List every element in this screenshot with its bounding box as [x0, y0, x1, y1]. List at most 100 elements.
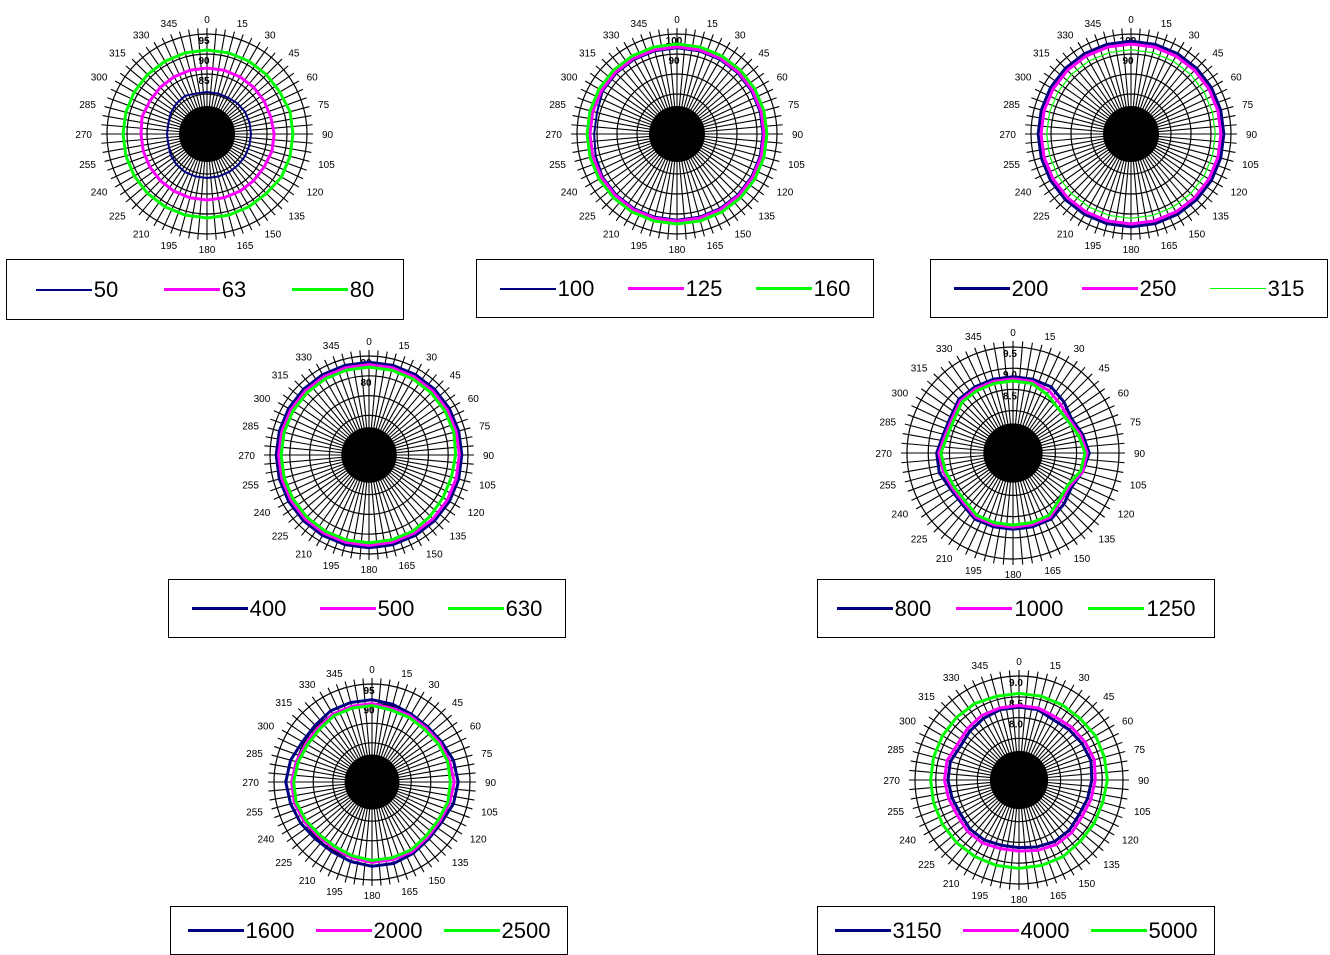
legend-swatch	[499, 287, 556, 290]
angle-label: 270	[883, 776, 900, 787]
angle-label: 300	[561, 73, 578, 84]
legend-swatch	[191, 607, 248, 610]
angle-label: 210	[943, 879, 960, 890]
legend-item: 200	[953, 276, 1048, 302]
angle-label: 210	[295, 550, 312, 561]
angle-label: 330	[133, 30, 150, 41]
legend-label: 1600	[245, 917, 295, 943]
legend-swatch	[1090, 929, 1147, 932]
angle-label: 120	[1118, 510, 1135, 521]
legend-label: 5000	[1148, 917, 1198, 943]
angle-label: 345	[326, 669, 343, 680]
angle-label: 285	[242, 421, 259, 432]
angle-label: 165	[237, 241, 254, 252]
series-line-5000	[929, 691, 1109, 870]
series-line-2500	[292, 704, 452, 862]
angle-label: 195	[972, 891, 989, 902]
angle-label: 60	[1118, 389, 1130, 400]
legend-label: 160	[813, 275, 851, 301]
series-line-400	[274, 360, 464, 550]
legend-label: 315	[1267, 275, 1305, 301]
angle-label: 15	[399, 341, 411, 352]
angle-label: 15	[707, 19, 719, 30]
legend-label: 250	[1139, 275, 1177, 301]
angle-label: 180	[361, 565, 378, 576]
legend-label: 3150	[892, 917, 942, 943]
legend-label: 50	[93, 276, 119, 302]
grid-hub	[983, 423, 1043, 483]
angle-label: 210	[936, 554, 953, 565]
angle-label: 135	[288, 211, 305, 222]
angle-label: 120	[777, 188, 794, 199]
angle-label: 30	[1189, 30, 1201, 41]
angle-label: 75	[788, 100, 800, 111]
angle-label: 330	[603, 30, 620, 41]
angle-label: 210	[603, 230, 620, 241]
angle-label: 240	[257, 835, 274, 846]
radial-tick-label: 8.0	[1009, 720, 1023, 731]
angle-label: 240	[91, 188, 108, 199]
angle-label: 150	[265, 230, 282, 241]
angle-label: 90	[792, 130, 804, 141]
angle-label: 135	[758, 211, 775, 222]
angle-label: 240	[254, 508, 271, 519]
legend-label: 1250	[1146, 595, 1196, 621]
angle-label: 300	[257, 722, 274, 733]
angle-label: 90	[322, 130, 334, 141]
legend-swatch	[163, 288, 220, 291]
angle-label: 345	[631, 19, 648, 30]
angle-label: 120	[1231, 188, 1248, 199]
angle-label: 255	[242, 481, 259, 492]
series-line-1600	[284, 698, 460, 868]
angle-label: 300	[899, 717, 916, 728]
angle-label: 135	[1103, 860, 1120, 871]
angle-label: 60	[470, 722, 482, 733]
angle-label: 0	[204, 15, 210, 26]
radial-tick-label: 95	[198, 36, 210, 47]
angle-label: 75	[318, 100, 330, 111]
series-line-2000	[290, 702, 456, 864]
angle-label: 315	[1033, 49, 1050, 60]
angle-label: 120	[307, 188, 324, 199]
legend-item: 160	[755, 275, 851, 302]
angle-label: 150	[735, 230, 752, 241]
angle-label: 0	[1016, 657, 1022, 668]
radial-tick-label: 90	[198, 56, 210, 67]
angle-label: 255	[246, 807, 263, 818]
angle-label: 105	[1134, 807, 1151, 818]
legend-label: 500	[377, 595, 415, 621]
legend-label: 800	[894, 595, 932, 621]
angle-label: 330	[1057, 30, 1074, 41]
legend-2: 100 125 160	[476, 259, 874, 318]
angle-label: 225	[272, 532, 289, 543]
angle-label: 180	[669, 245, 686, 256]
legend-label: 2000	[373, 917, 423, 943]
legend-item: 800	[836, 595, 932, 622]
series-line-50	[166, 91, 252, 179]
radial-tick-label: 9.5	[1003, 349, 1017, 360]
angle-label: 270	[999, 130, 1016, 141]
radial-tick-label: 8.5	[1003, 391, 1017, 402]
angle-label: 345	[1085, 19, 1102, 30]
legend-item: 50	[35, 276, 119, 303]
legend-item: 63	[163, 277, 246, 303]
angle-label: 0	[1010, 328, 1016, 339]
legend-swatch	[187, 929, 244, 932]
angle-label: 75	[1134, 745, 1146, 756]
angle-label: 105	[318, 160, 335, 171]
legend-item: 125	[627, 276, 722, 302]
angle-label: 315	[275, 698, 292, 709]
angle-label: 240	[899, 836, 916, 847]
legend-3: 200 250 315	[930, 259, 1328, 318]
radial-tick-label: 90	[1122, 56, 1134, 67]
angle-label: 330	[299, 680, 316, 691]
angle-label: 270	[242, 778, 259, 789]
angle-label: 270	[545, 130, 562, 141]
radial-tick-label: 95	[363, 686, 375, 697]
angle-label: 105	[481, 807, 498, 818]
angle-label: 165	[1050, 891, 1067, 902]
series-line-200	[1036, 39, 1226, 229]
polar-chart-6: 95 90 0 15 30 45 60 75 90 105 120 135 150 165 180 195 21…	[242, 665, 498, 902]
angle-label: 135	[450, 532, 467, 543]
legend-swatch	[447, 607, 504, 610]
